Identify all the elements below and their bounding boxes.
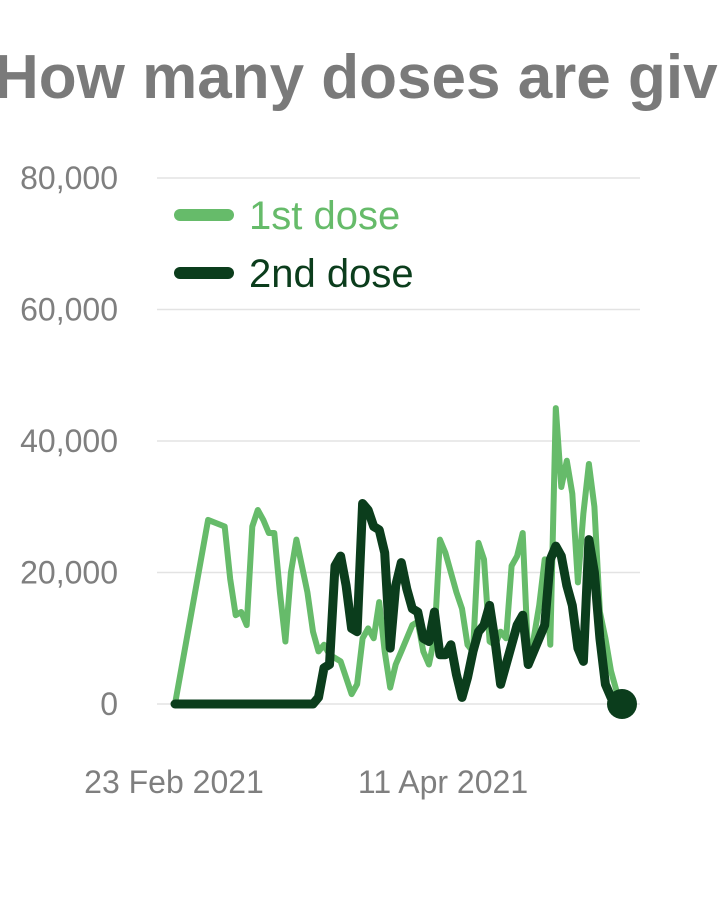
series-lines: [170, 405, 637, 719]
series-end-marker: [607, 689, 637, 719]
y-tick-label: 60,000: [20, 292, 118, 328]
x-tick-label: 11 Apr 2021: [358, 764, 528, 800]
chart-title: How many doses are given per day?: [0, 42, 720, 122]
x-tick-label: 23 Feb 2021: [84, 764, 264, 800]
series-line-2nd-dose: [170, 499, 627, 709]
chart-title-text: How many doses are given per day?: [0, 43, 720, 112]
y-tick-label: 40,000: [20, 423, 118, 459]
y-axis-tick-labels: 0 20,000 40,000 60,000 80,000: [20, 160, 118, 722]
legend: 1st dose 2nd dose: [174, 194, 414, 296]
y-tick-label: 0: [100, 686, 118, 722]
x-axis-tick-labels: 23 Feb 2021 11 Apr 2021: [84, 764, 528, 800]
legend-label-2nd-dose: 2nd dose: [249, 252, 414, 296]
y-tick-label: 20,000: [20, 555, 118, 591]
y-tick-label: 80,000: [20, 160, 118, 196]
legend-label-1st-dose: 1st dose: [249, 194, 400, 238]
